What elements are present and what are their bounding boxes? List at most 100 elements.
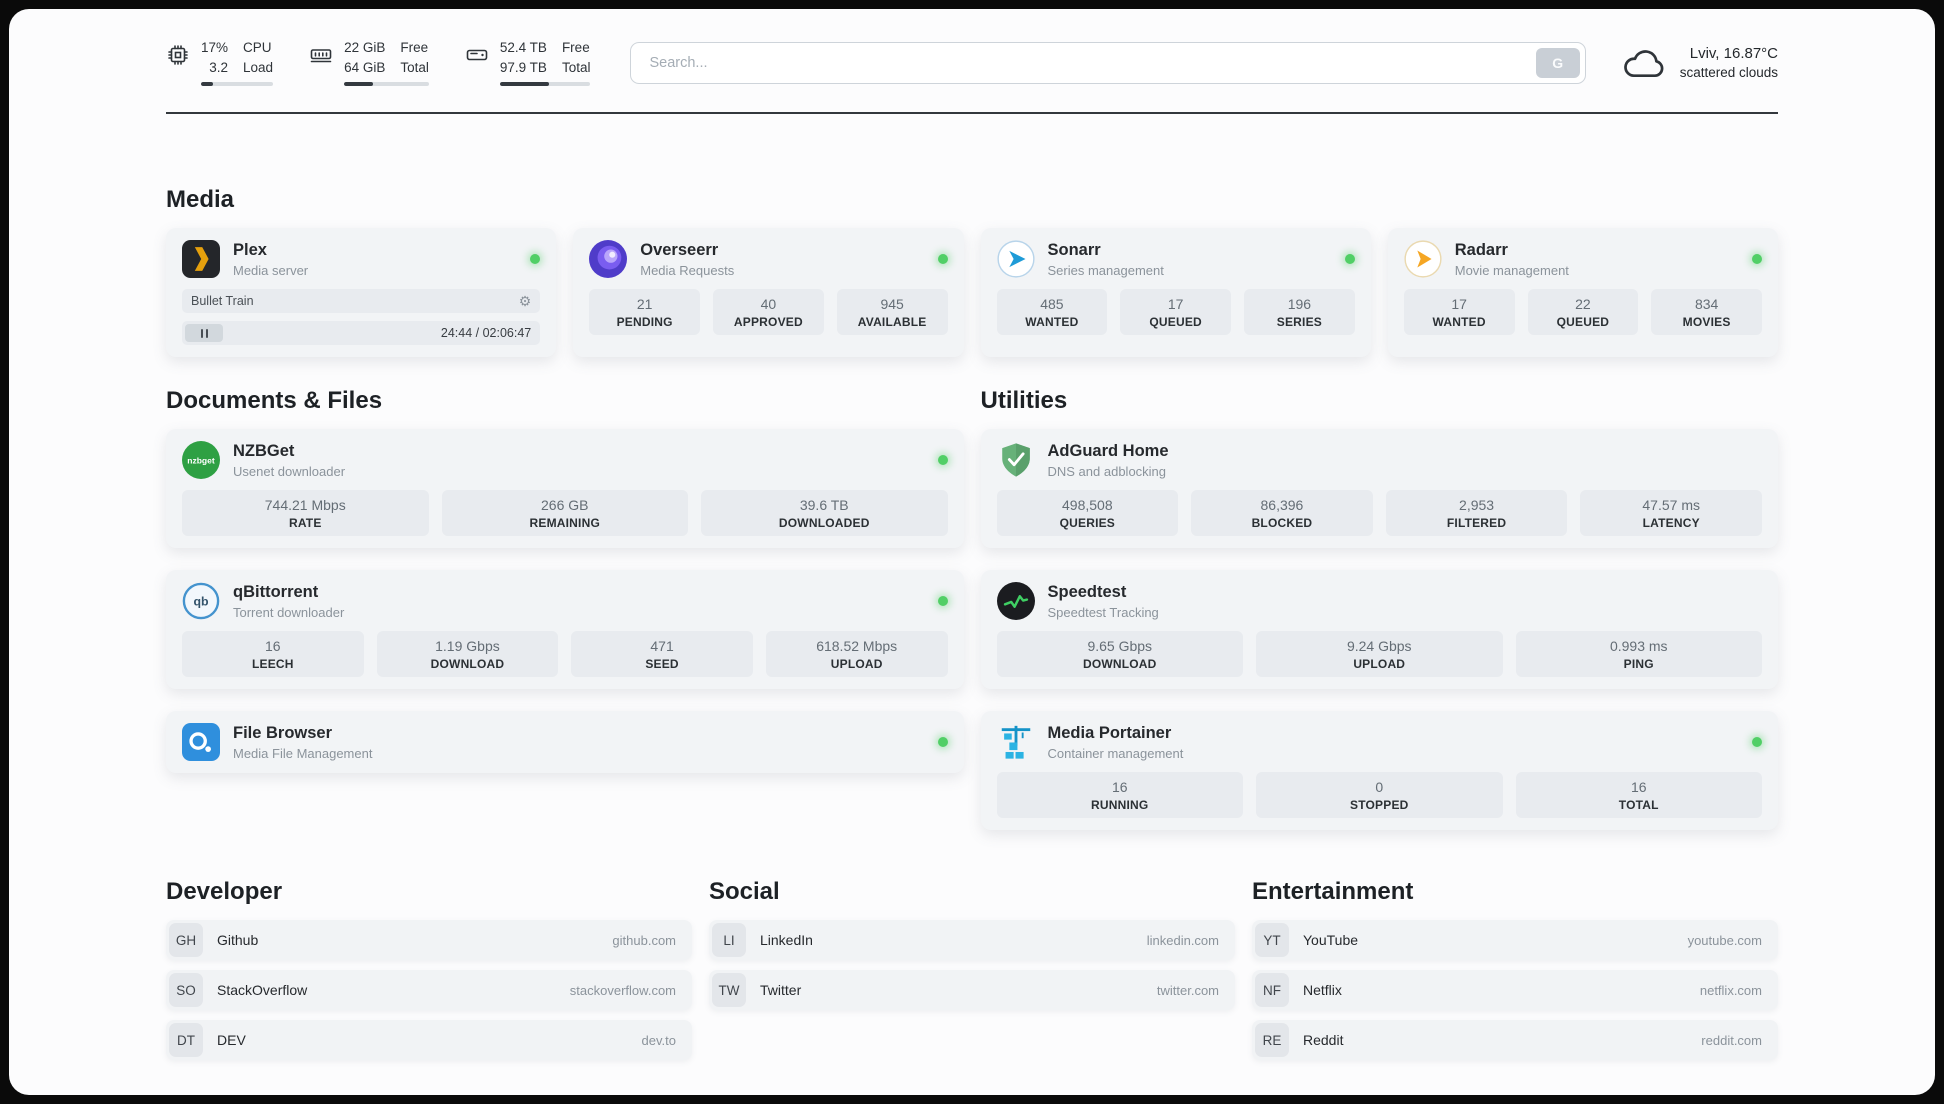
bookmarks-section: Developer GH Github github.com SO StackO…	[166, 878, 1778, 1061]
stat-value: 498,508	[1062, 497, 1113, 514]
pause-bar	[200, 328, 203, 338]
stat-box: 16 TOTAL	[1515, 772, 1762, 819]
app-card-speedtest[interactable]: Speedtest Speedtest Tracking 9.65 Gbps D…	[980, 570, 1778, 690]
bookmark-name: DEV	[217, 1032, 246, 1049]
app-name: Media Portainer	[1047, 723, 1172, 742]
disk-readings: 52.4 TB 97.9 TB Free Total	[499, 39, 591, 87]
media-grid: Plex Media server Bullet Train ⚙ 24:44 /…	[166, 228, 1778, 358]
nzbget-icon: nzbget	[182, 441, 220, 480]
svg-text:qb: qb	[193, 594, 209, 608]
bookmark-icon: GH	[169, 923, 203, 958]
stat-box: 0 STOPPED	[1256, 772, 1503, 819]
cloud-icon	[1622, 45, 1666, 81]
now-playing-row: Bullet Train ⚙	[182, 289, 541, 314]
stat-value: 16	[1111, 779, 1128, 796]
bookmark-name: Netflix	[1303, 982, 1342, 999]
bookmark-reddit[interactable]: RE Reddit reddit.com	[1252, 1020, 1778, 1061]
ram-readings: 22 GiB 64 GiB Free Total	[344, 39, 429, 87]
app-card-qbittorrent[interactable]: qb qBittorrent Torrent downloader 16 LEE…	[166, 570, 964, 690]
bookmark-name: Reddit	[1303, 1032, 1344, 1049]
bookmark-list: YT YouTube youtube.com NF Netflix netfli…	[1252, 920, 1778, 1061]
bookmark-url: github.com	[612, 932, 676, 948]
app-card-adguard[interactable]: AdGuard Home DNS and adblocking 498,508 …	[980, 429, 1778, 549]
app-card-portainer[interactable]: Media Portainer Container management 16 …	[980, 711, 1778, 831]
stat-box: 266 GB REMAINING	[441, 490, 688, 537]
bookmark-list: LI LinkedIn linkedin.com TW Twitter twit…	[709, 920, 1235, 1011]
stat-value: 16	[1630, 779, 1647, 796]
app-card-sonarr[interactable]: Sonarr Series management 485 WANTED 17 Q…	[980, 228, 1371, 358]
app-subtitle: Movie management	[1454, 262, 1569, 278]
stat-label: STOPPED	[1349, 798, 1409, 813]
card-header: Media Portainer Container management	[997, 723, 1763, 761]
stat-box: 0.993 ms PING	[1515, 631, 1762, 678]
stat-value: 9.65 Gbps	[1087, 638, 1153, 655]
stat-box: 21 PENDING	[589, 289, 700, 336]
stat-value: 1.19 Gbps	[435, 638, 500, 655]
ram-progress-bar	[344, 82, 429, 87]
app-meta: File Browser Media File Management	[233, 724, 372, 761]
svg-text:nzbget: nzbget	[187, 455, 215, 465]
stat-value: 744.21 Mbps	[264, 497, 346, 514]
stat-box: 16 LEECH	[182, 631, 364, 678]
bookmark-url: netflix.com	[1699, 982, 1762, 998]
section-utilities: Utilities AdGuard Home DNS and adblockin…	[980, 387, 1778, 831]
speedtest-icon	[996, 582, 1035, 621]
stats-row: 16 RUNNING 0 STOPPED 16 TOTAL	[996, 772, 1762, 819]
bookmark-github[interactable]: GH Github github.com	[166, 920, 692, 961]
app-card-nzbget[interactable]: nzbget NZBGet Usenet downloader 744.21 M…	[166, 429, 964, 549]
stats-row: 485 WANTED 17 QUEUED 196 SERIES	[996, 289, 1355, 336]
stat-box: 9.65 Gbps DOWNLOAD	[996, 631, 1243, 678]
pause-button[interactable]	[185, 324, 223, 343]
stat-label: QUEUED	[1149, 315, 1202, 330]
bookmark-linkedin[interactable]: LI LinkedIn linkedin.com	[709, 920, 1235, 961]
cpu-readings: 17% 3.2 CPU Load	[201, 39, 274, 87]
bookmark-icon: LI	[712, 923, 746, 958]
cpu-progress-bar	[201, 82, 274, 87]
app-card-overseerr[interactable]: Overseerr Media Requests 21 PENDING 40 A…	[573, 228, 964, 358]
plex-icon	[182, 240, 220, 279]
stat-box: 498,508 QUERIES	[996, 490, 1179, 537]
bookmark-twitter[interactable]: TW Twitter twitter.com	[709, 970, 1235, 1011]
cpu-usage-value: 17%	[201, 40, 229, 55]
app-subtitle: Series management	[1047, 262, 1164, 278]
stat-value: 40	[760, 296, 777, 313]
cpu-widget: 17% 3.2 CPU Load	[166, 39, 274, 87]
ram-free-value: 22 GiB	[344, 40, 386, 55]
bookmark-name: Github	[217, 932, 259, 949]
search-engine-button[interactable]: G	[1535, 47, 1580, 78]
stat-box: 47.57 ms LATENCY	[1580, 490, 1762, 537]
stat-label: AVAILABLE	[857, 315, 927, 330]
status-dot	[937, 737, 948, 748]
ram-progress-fill	[344, 82, 373, 87]
stat-box: 17 WANTED	[1403, 289, 1515, 336]
stat-value: 16	[265, 638, 281, 655]
bookmark-stackoverflow[interactable]: SO StackOverflow stackoverflow.com	[166, 970, 692, 1011]
qbittorrent-icon: qb	[182, 582, 220, 620]
bookmark-url: dev.to	[641, 1032, 676, 1048]
playback-bar: 24:44 / 02:06:47	[182, 321, 541, 346]
card-header: Overseerr Media Requests	[589, 240, 947, 279]
stat-box: 39.6 TB DOWNLOADED	[701, 490, 948, 537]
status-dot	[1752, 254, 1762, 265]
disk-free-label: Free	[561, 40, 590, 55]
app-card-filebrowser[interactable]: File Browser Media File Management	[166, 711, 964, 774]
stat-label: WANTED	[1025, 315, 1079, 330]
stats-row: 498,508 QUERIES 86,396 BLOCKED 2,953 FIL…	[996, 490, 1762, 537]
gear-icon[interactable]: ⚙	[518, 293, 532, 310]
bookmark-youtube[interactable]: YT YouTube youtube.com	[1252, 920, 1778, 961]
stat-box: 2,953 FILTERED	[1385, 490, 1568, 537]
app-name: Sonarr	[1047, 240, 1101, 259]
cpu-load-value: 3.2	[209, 59, 229, 75]
bookmark-dev[interactable]: DT DEV dev.to	[166, 1020, 692, 1061]
stat-label: SERIES	[1276, 315, 1322, 330]
app-meta: Speedtest Speedtest Tracking	[1048, 583, 1159, 620]
section-title-documents: Documents & Files	[166, 387, 383, 415]
stat-label: MOVIES	[1682, 315, 1731, 330]
app-card-radarr[interactable]: Radarr Movie management 17 WANTED 22 QUE…	[1387, 228, 1778, 358]
app-card-plex[interactable]: Plex Media server Bullet Train ⚙ 24:44 /…	[166, 228, 557, 358]
stat-label: TOTAL	[1618, 798, 1659, 813]
search-input[interactable]	[630, 41, 1586, 84]
stat-value: 47.57 ms	[1642, 497, 1700, 514]
bookmark-icon: DT	[169, 1023, 203, 1058]
bookmark-netflix[interactable]: NF Netflix netflix.com	[1252, 970, 1778, 1011]
